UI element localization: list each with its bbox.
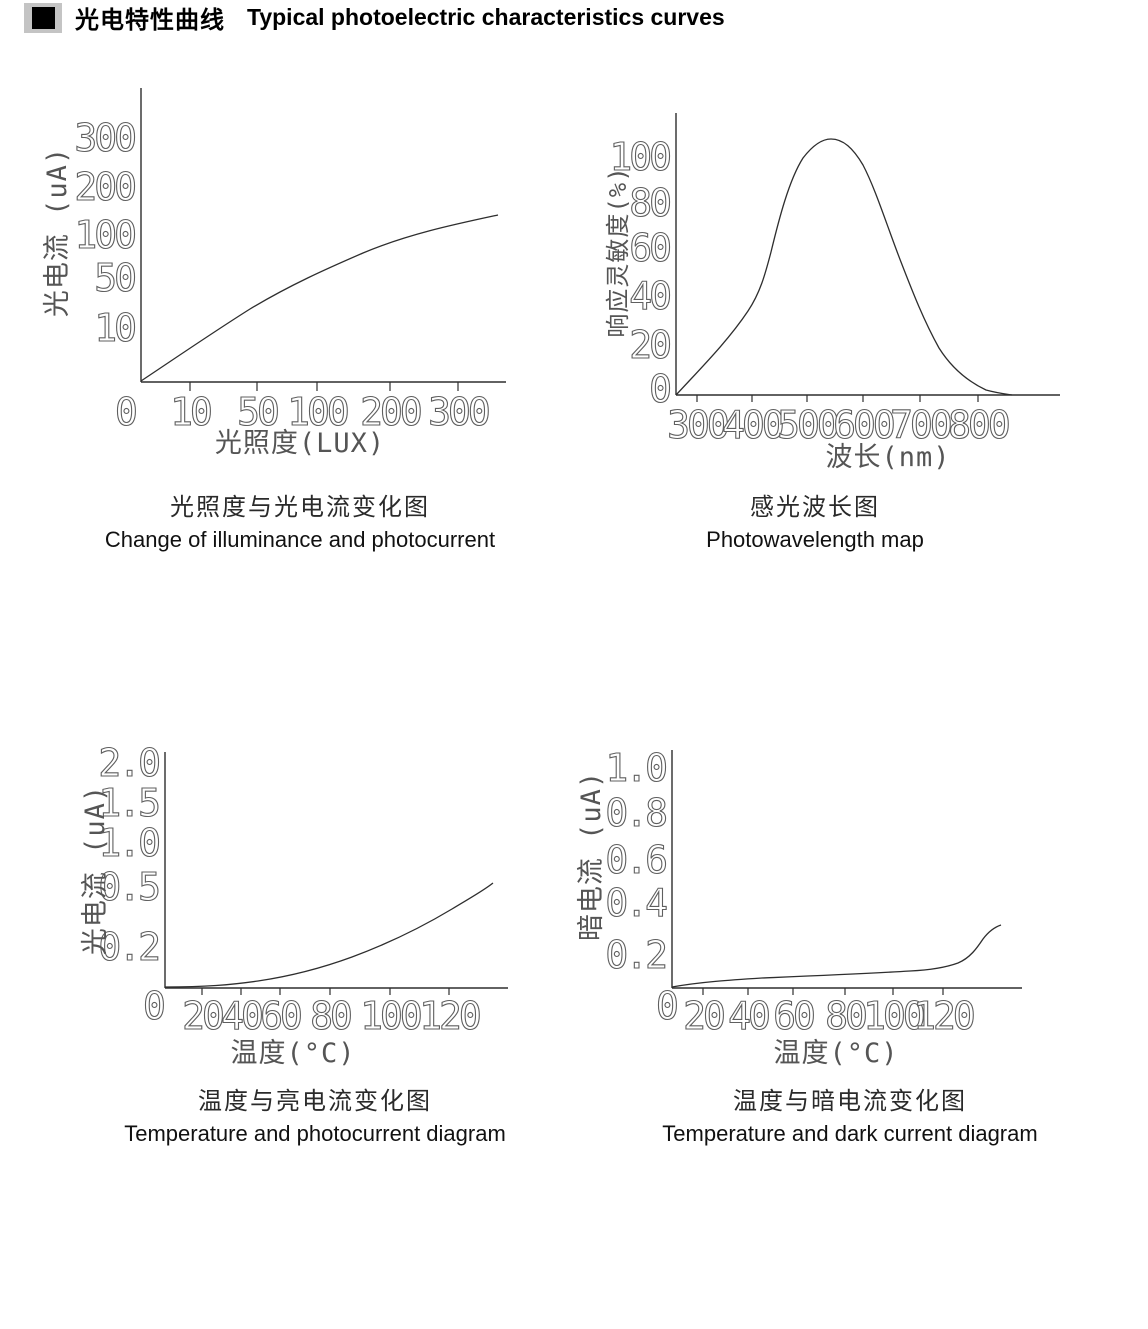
- y-tick-label: 100: [74, 213, 135, 257]
- x-tick-label: 120: [913, 994, 974, 1038]
- caption-en: Temperature and dark current diagram: [662, 1121, 1038, 1146]
- page-title-zh: 光电特性曲线: [75, 7, 225, 34]
- curve-dark-current: [671, 924, 1002, 988]
- x-tick-label: 100: [360, 994, 421, 1038]
- y-tick-label: 10: [94, 306, 135, 350]
- caption-illuminance-photocurrent: 光照度与光电流变化图 Change of illuminance and pho…: [30, 492, 570, 556]
- caption-en: Change of illuminance and photocurrent: [104, 527, 496, 552]
- caption-temperature-dark-current: 温度与暗电流变化图 Temperature and dark current d…: [590, 1086, 1110, 1150]
- x-tick-marks: [696, 395, 979, 402]
- y-axis-label: 光电流 (uA): [42, 147, 73, 317]
- y-axis-label: 暗电流 (uA): [576, 771, 607, 941]
- y-tick-label: 200: [74, 165, 135, 209]
- y-tick-label: 60: [629, 226, 670, 270]
- caption-zh: 温度与暗电流变化图: [733, 1089, 967, 1115]
- caption-zh: 温度与亮电流变化图: [198, 1089, 432, 1115]
- y-tick-label: 0.8: [605, 791, 666, 835]
- caption-en: Temperature and photocurrent diagram: [124, 1121, 506, 1146]
- x-axis-label: 温度(°C): [230, 1038, 355, 1069]
- caption-zh: 感光波长图: [750, 495, 880, 521]
- x-tick-label: 80: [825, 994, 866, 1038]
- y-tick-label: 1.5: [98, 781, 158, 825]
- x-axis-label: 波长(nm): [825, 442, 950, 473]
- caption-temperature-photocurrent: 温度与亮电流变化图 Temperature and photocurrent d…: [60, 1086, 570, 1150]
- x-tick-marks: [702, 988, 944, 995]
- x-tick-label: 200: [360, 390, 421, 434]
- x-tick-label: 800: [948, 403, 1009, 447]
- chart-temperature-photocurrent: 2.0 1.5 1.0 0.5 0.2 0 20 40 60 80 100 12…: [80, 745, 508, 1069]
- x-axis-label: 光照度(LUX): [215, 428, 385, 459]
- y-tick-label: 300: [74, 116, 135, 160]
- x-tick-label: 20: [683, 994, 724, 1038]
- y-axis-label: 光电流 (uA): [80, 785, 111, 955]
- x-tick-label: 80: [310, 994, 351, 1038]
- y-tick-label: 0.4: [605, 881, 667, 925]
- y-tick-label: 20: [629, 323, 670, 367]
- y-axis-label: 响应灵敏度(%): [604, 166, 632, 337]
- y-tick-label: 50: [94, 256, 135, 300]
- x-tick-label: 600: [833, 403, 894, 447]
- chart-illuminance-photocurrent: 300 200 100 50 10 0 10 50 100 200 300 光照…: [42, 88, 506, 459]
- y-tick-label: 100: [609, 135, 670, 179]
- x-tick-label: 60: [260, 994, 301, 1038]
- x-tick-label: 300: [428, 390, 489, 434]
- y-tick-label: 80: [629, 181, 670, 225]
- page-header: 光电特性曲线 Typical photoelectric characteris…: [24, 0, 725, 35]
- x-tick-label: 300: [667, 403, 728, 447]
- chart-temperature-dark-current: 1.0 0.8 0.6 0.4 0.2 0 20 40 60 80 100 12…: [576, 745, 1022, 1069]
- caption-spectral-response: 感光波长图 Photowavelength map: [580, 492, 1050, 556]
- y-tick-label: 0.6: [605, 838, 666, 882]
- curve-light-current: [164, 882, 494, 988]
- x-tick-label: 700: [890, 403, 951, 447]
- x-tick-label: 100: [287, 390, 348, 434]
- x-axis-label: 温度(°C): [773, 1038, 898, 1069]
- black-square-icon: [31, 6, 55, 29]
- y-tick-label: 1.0: [98, 821, 159, 865]
- caption-en: Photowavelength map: [706, 527, 924, 552]
- x-tick-label: 100: [863, 994, 924, 1038]
- chart-spectral-response: 100 80 60 40 20 0 300 400 500 600 700 80…: [604, 113, 1060, 473]
- x-tick-label: 40: [221, 994, 262, 1038]
- x-tick-label: 400: [722, 403, 783, 447]
- y-tick-label: 2.0: [98, 745, 159, 785]
- caption-zh: 光照度与光电流变化图: [170, 495, 430, 521]
- y-tick-label: 0.2: [605, 933, 665, 977]
- y-tick-label: 40: [629, 274, 670, 318]
- section-marker-chip: [24, 2, 62, 33]
- curve-spectral-response: [675, 138, 1013, 396]
- x-tick-label: 0: [115, 390, 136, 434]
- y-tick-label: 1.0: [605, 746, 666, 790]
- curve-photocurrent: [140, 214, 499, 382]
- x-tick-label: 50: [237, 390, 278, 434]
- x-tick-marks: [201, 988, 450, 995]
- x-tick-label: 500: [777, 403, 838, 447]
- x-tick-label: 60: [773, 994, 814, 1038]
- x-tick-label: 40: [728, 994, 769, 1038]
- x-tick-label: 120: [419, 994, 480, 1038]
- x-tick-marks: [189, 382, 459, 391]
- y-tick-label: 0.2: [98, 925, 158, 969]
- x-tick-label: 10: [170, 390, 211, 434]
- x-tick-label: 20: [182, 994, 223, 1038]
- origin-label: 0: [143, 984, 164, 1028]
- origin-label: 0: [656, 984, 677, 1028]
- y-tick-label: 0.5: [98, 865, 158, 909]
- page-title-en: Typical photoelectric characteristics cu…: [247, 4, 725, 30]
